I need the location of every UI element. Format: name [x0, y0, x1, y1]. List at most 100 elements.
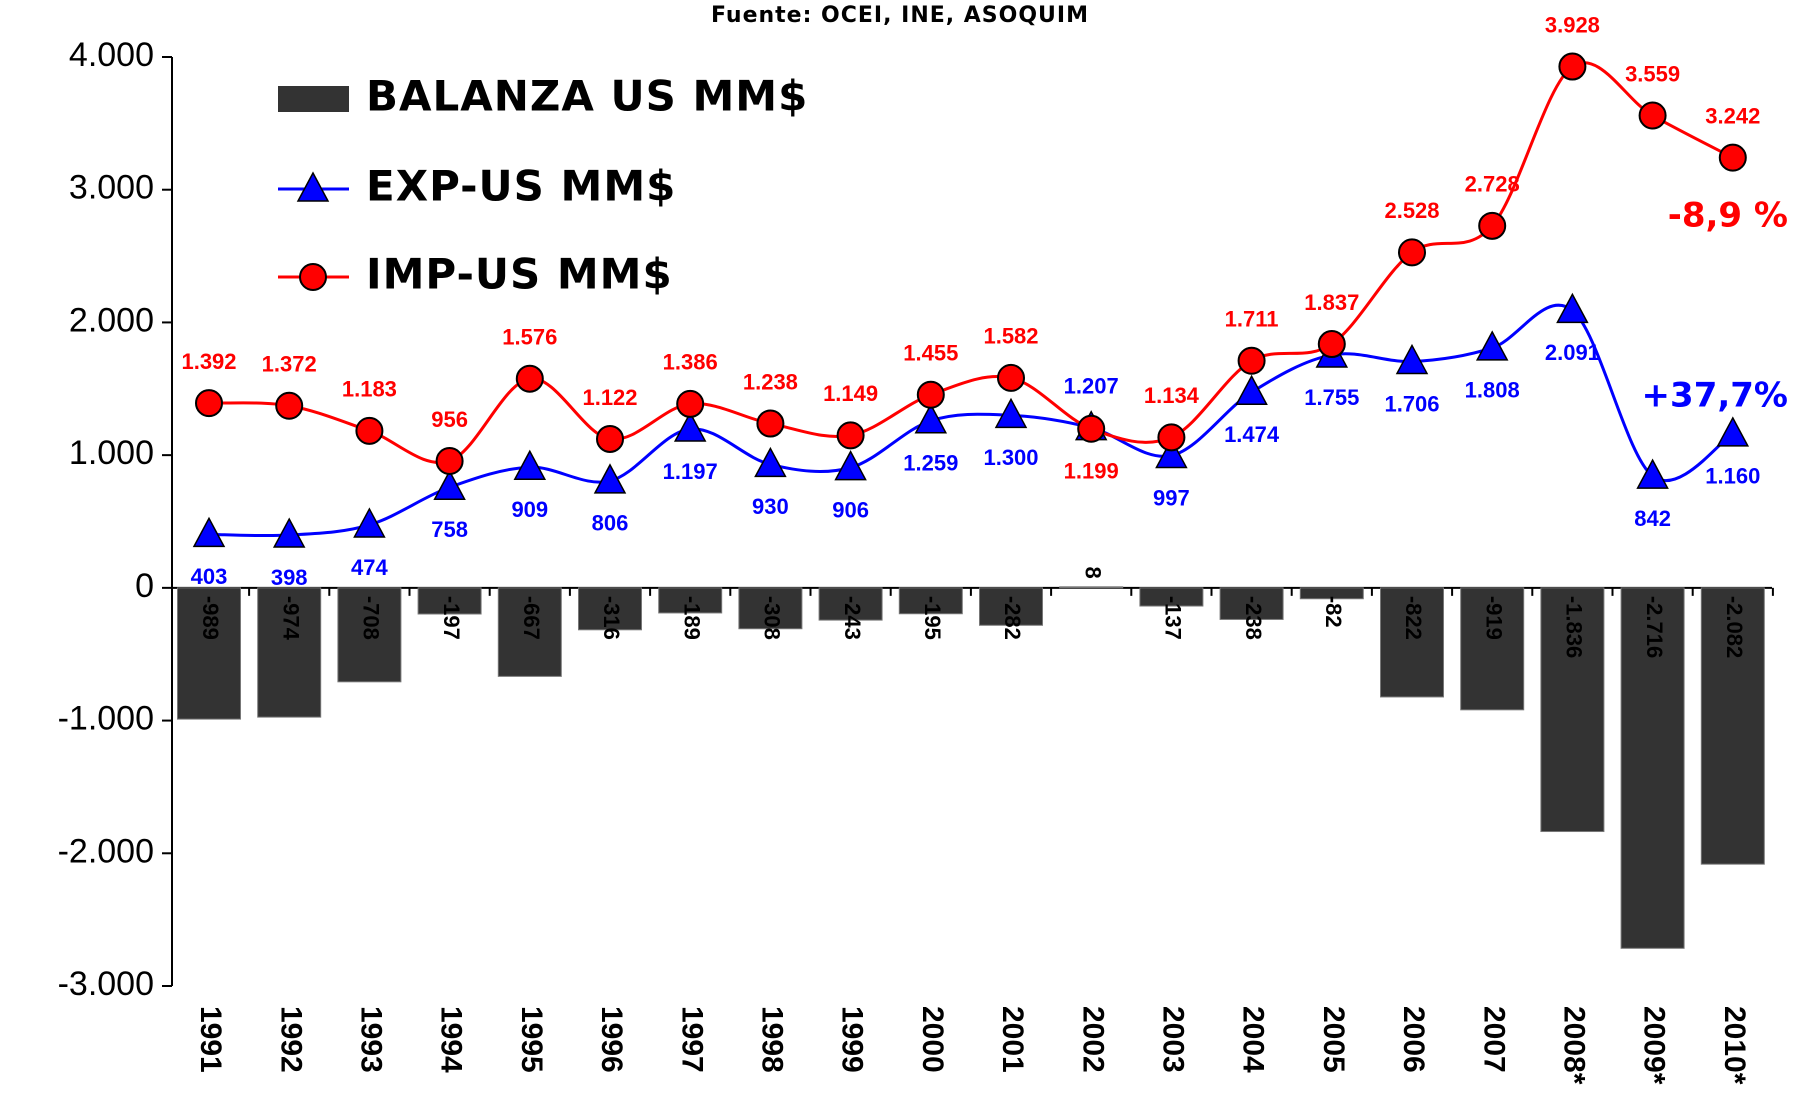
bar-value-label: -708 [359, 596, 384, 640]
marker [1235, 374, 1268, 405]
value-label: 1.160 [1705, 464, 1760, 489]
marker [673, 411, 707, 442]
value-label: 1.372 [262, 352, 317, 377]
y-tick-label: 4.000 [69, 36, 154, 74]
marker [1718, 143, 1747, 172]
marker [1237, 346, 1266, 375]
value-label: 1.197 [663, 459, 718, 484]
value-label: 3.242 [1705, 103, 1760, 128]
x-tick-label: 2010* [1718, 1006, 1751, 1085]
value-label: 1.576 [502, 325, 557, 350]
marker [1398, 238, 1426, 267]
x-tick-label: 1991 [194, 1006, 227, 1073]
bar [1700, 587, 1765, 865]
bar-value-label: -1.836 [1562, 596, 1587, 658]
marker [756, 409, 785, 438]
value-label: 398 [271, 565, 308, 590]
annotation: -8,9 % [1668, 196, 1788, 236]
bar [818, 587, 883, 621]
bar [1299, 587, 1364, 600]
value-label: 1.711 [1225, 307, 1279, 332]
value-label: 403 [191, 564, 228, 589]
value-label: 1.392 [181, 349, 236, 374]
legend-label: BALANZA US MM$ [366, 72, 808, 121]
value-label: 1.755 [1304, 385, 1359, 410]
bar-value-label: -308 [760, 596, 785, 640]
value-label: 842 [1634, 506, 1671, 531]
value-label: 806 [592, 511, 629, 536]
bar [898, 587, 963, 615]
marker [192, 516, 226, 548]
annotation: +37,7% [1642, 376, 1788, 416]
x-tick-label: 1996 [595, 1006, 628, 1073]
marker [914, 403, 948, 434]
marker [1157, 423, 1186, 452]
x-tick-label: 2009* [1638, 1006, 1671, 1085]
legend-swatch [278, 86, 349, 112]
value-label: 3.559 [1625, 61, 1680, 86]
value-label: 1.474 [1224, 422, 1280, 447]
marker [1558, 52, 1587, 81]
bar-value-label: -189 [679, 596, 704, 640]
value-label: 758 [431, 517, 468, 542]
y-tick-label: 2.000 [69, 301, 154, 339]
marker [754, 446, 787, 478]
marker [195, 389, 223, 418]
marker [1475, 330, 1509, 361]
marker [433, 469, 466, 501]
value-label: 909 [511, 497, 548, 522]
value-label: 474 [351, 555, 388, 580]
x-tick-label: 2003 [1156, 1006, 1189, 1073]
legend-label: EXP-US MM$ [366, 162, 676, 211]
marker [1077, 414, 1106, 443]
y-tick-label: 3.000 [69, 169, 154, 207]
bar-value-label: -989 [198, 596, 223, 640]
value-label: 2.728 [1465, 172, 1520, 197]
marker [997, 363, 1025, 392]
marker [515, 364, 544, 393]
bar-value-label: -822 [1401, 596, 1426, 640]
marker [272, 517, 306, 548]
bar [257, 587, 322, 718]
value-label: 956 [431, 407, 468, 432]
x-tick-label: 1997 [675, 1006, 708, 1073]
marker [593, 463, 627, 494]
bar [1460, 587, 1525, 711]
value-label: 2.091 [1545, 340, 1600, 365]
bar [1139, 587, 1204, 607]
legend-marker [299, 263, 327, 291]
value-label: 1.238 [743, 369, 798, 394]
value-label: 1.706 [1384, 391, 1439, 416]
value-label: 3.928 [1545, 12, 1600, 37]
x-tick-label: 1999 [836, 1006, 869, 1073]
x-tick-label: 2002 [1076, 1006, 1109, 1073]
y-tick-label: 0 [135, 567, 154, 605]
value-label: 1.808 [1465, 378, 1520, 403]
value-label: 930 [752, 494, 789, 519]
bar [417, 587, 482, 615]
legend-marker [296, 171, 330, 202]
bar-value-label: -137 [1161, 596, 1186, 640]
x-tick-label: 1992 [274, 1006, 307, 1073]
x-tick-label: 2000 [916, 1006, 949, 1073]
value-label: 1.199 [1064, 459, 1119, 484]
marker [1638, 101, 1667, 130]
bar-value-label: -2.082 [1722, 596, 1747, 658]
bar-value-label: -2.716 [1642, 596, 1667, 658]
bar [578, 587, 642, 631]
value-label: 1.582 [983, 324, 1038, 349]
x-tick-label: 2005 [1317, 1006, 1350, 1073]
bar [1540, 587, 1605, 833]
x-tick-label: 2001 [996, 1006, 1029, 1073]
marker [1395, 343, 1429, 375]
bar [979, 587, 1043, 626]
value-label: 1.207 [1064, 373, 1119, 398]
value-label: 906 [832, 497, 869, 522]
bar-value-label: 8 [1080, 567, 1105, 579]
bar [337, 587, 402, 683]
y-tick-label: -3.000 [58, 965, 154, 1003]
value-label: 1.134 [1144, 383, 1200, 408]
x-tick-label: 1993 [354, 1006, 387, 1073]
value-label: 1.259 [903, 451, 958, 476]
